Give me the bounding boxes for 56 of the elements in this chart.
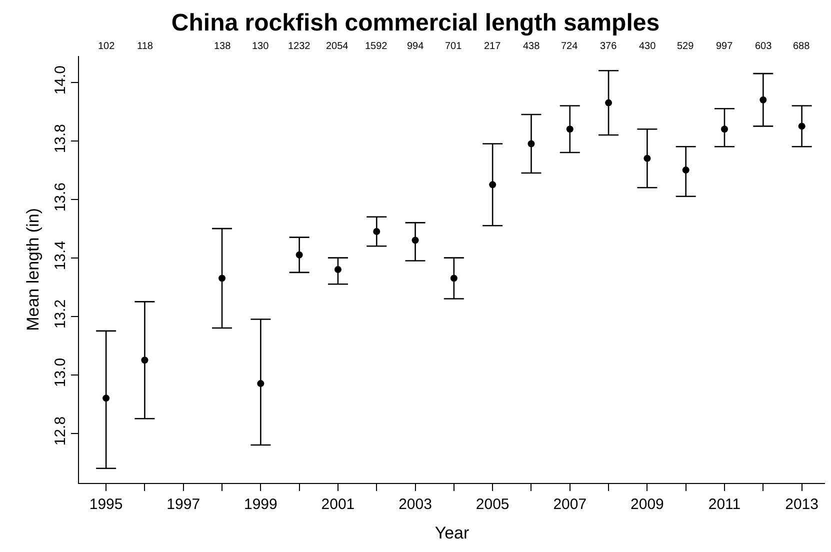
y-tick-label: 14.0 bbox=[52, 65, 69, 95]
text: 376 bbox=[600, 41, 618, 52]
text: 118 bbox=[137, 41, 154, 52]
text: 130 bbox=[252, 41, 270, 52]
y-tick-label: 13.6 bbox=[52, 182, 69, 212]
text: 217 bbox=[484, 41, 502, 52]
text: 1232 bbox=[288, 41, 311, 52]
y-axis-title: Mean length (in) bbox=[24, 208, 43, 331]
point bbox=[566, 126, 574, 133]
x-tick-label: 2005 bbox=[476, 496, 510, 513]
point bbox=[489, 181, 496, 188]
x-tick-label: 1997 bbox=[166, 496, 200, 513]
text: 688 bbox=[793, 41, 810, 52]
point bbox=[373, 228, 380, 235]
point bbox=[450, 274, 458, 282]
text: 1592 bbox=[365, 41, 388, 52]
y-tick-label: 13.0 bbox=[52, 358, 69, 388]
x-tick-label: 1995 bbox=[89, 496, 123, 513]
y-tick-label: 12.8 bbox=[52, 416, 69, 446]
text: 997 bbox=[716, 41, 734, 52]
point bbox=[644, 154, 651, 162]
text: 102 bbox=[98, 41, 116, 52]
x-tick-label: 2001 bbox=[321, 496, 355, 513]
text: 438 bbox=[523, 41, 540, 52]
x-tick-label: 2009 bbox=[630, 496, 664, 513]
point bbox=[102, 394, 110, 402]
point bbox=[605, 99, 612, 106]
x-tick-label: 2003 bbox=[398, 496, 432, 513]
point bbox=[760, 96, 767, 104]
point bbox=[412, 236, 419, 244]
point bbox=[721, 126, 728, 133]
y-tick-label: 13.2 bbox=[52, 299, 69, 329]
text: 529 bbox=[677, 41, 694, 52]
text: 603 bbox=[755, 41, 772, 52]
y-tick-label: 13.8 bbox=[52, 124, 69, 154]
x-tick-label: 1999 bbox=[244, 496, 278, 513]
text: 430 bbox=[639, 41, 656, 52]
text: 701 bbox=[445, 41, 462, 52]
chart-title: China rockfish commercial length samples bbox=[171, 10, 660, 37]
x-tick-label: 2007 bbox=[553, 496, 587, 513]
text: 994 bbox=[407, 41, 424, 52]
point bbox=[528, 140, 535, 148]
point bbox=[798, 122, 806, 130]
text: 2054 bbox=[326, 41, 349, 52]
y-tick-label: 13.4 bbox=[52, 240, 69, 270]
text: 724 bbox=[561, 41, 578, 52]
point bbox=[141, 356, 148, 364]
point bbox=[257, 380, 264, 388]
point bbox=[218, 274, 226, 282]
x-tick-label: 2011 bbox=[708, 496, 741, 513]
point bbox=[334, 266, 342, 273]
x-axis-title: Year bbox=[434, 523, 470, 542]
x-tick-label: 2013 bbox=[785, 496, 818, 513]
text: 138 bbox=[214, 41, 232, 52]
point bbox=[682, 166, 690, 174]
point bbox=[296, 251, 303, 258]
